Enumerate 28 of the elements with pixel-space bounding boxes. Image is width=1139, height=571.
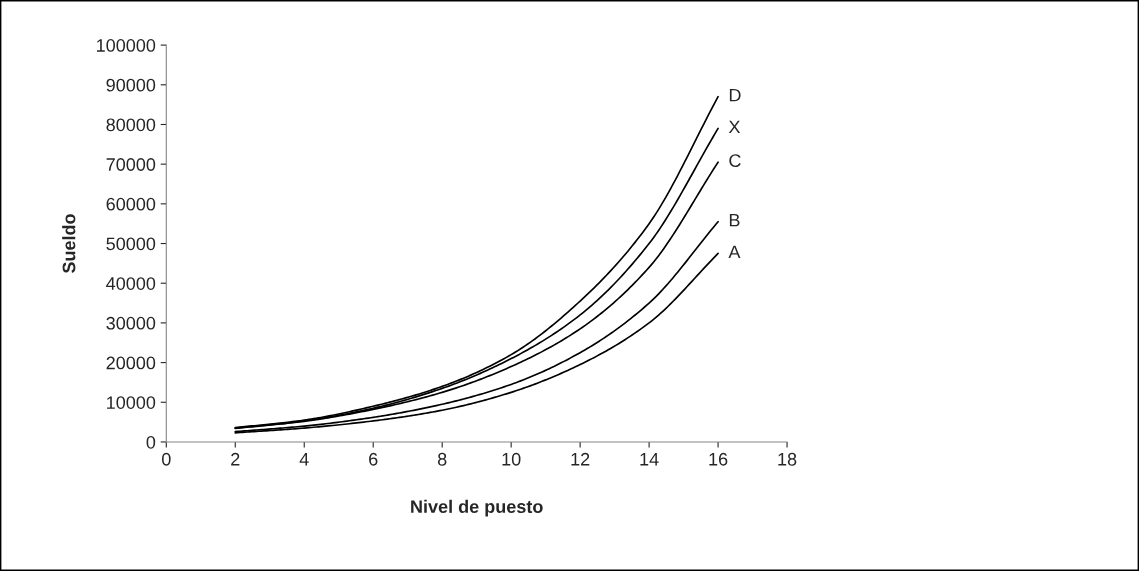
x-tick-label: 16	[709, 452, 728, 466]
x-tick-label: 8	[437, 452, 447, 466]
y-tick-label: 90000	[106, 78, 156, 92]
series-label: B	[729, 213, 740, 227]
series-label: A	[728, 245, 741, 259]
x-tick-label: 4	[299, 453, 309, 466]
y-tick-label: 30000	[106, 316, 156, 330]
y-tick-label: 70000	[106, 158, 156, 171]
series-label: D	[729, 88, 741, 102]
y-tick-label: 10000	[107, 396, 156, 409]
y-tick-label: 60000	[106, 197, 156, 211]
y-tick-label: 40000	[106, 277, 156, 290]
series-label: X	[728, 120, 741, 134]
series-label: C	[729, 154, 741, 168]
y-tick-label: 0	[146, 435, 156, 449]
x-tick-label: 18	[778, 452, 797, 466]
x-tick-label: 12	[571, 452, 590, 466]
x-tick-label: 6	[369, 452, 378, 466]
y-tick-label: 100000	[97, 39, 156, 52]
x-tick-label: 14	[640, 453, 659, 466]
x-tick-label: 2	[231, 452, 240, 466]
y-tick-label: 20000	[106, 356, 156, 370]
y-axis-title: Sueldo	[62, 214, 76, 274]
y-tick-label: 80000	[106, 118, 156, 132]
x-tick-label: 0	[161, 452, 171, 466]
x-tick-label: 10	[502, 452, 521, 466]
y-tick-label: 50000	[106, 237, 156, 251]
x-axis-title: Nivel de puesto	[411, 499, 543, 517]
